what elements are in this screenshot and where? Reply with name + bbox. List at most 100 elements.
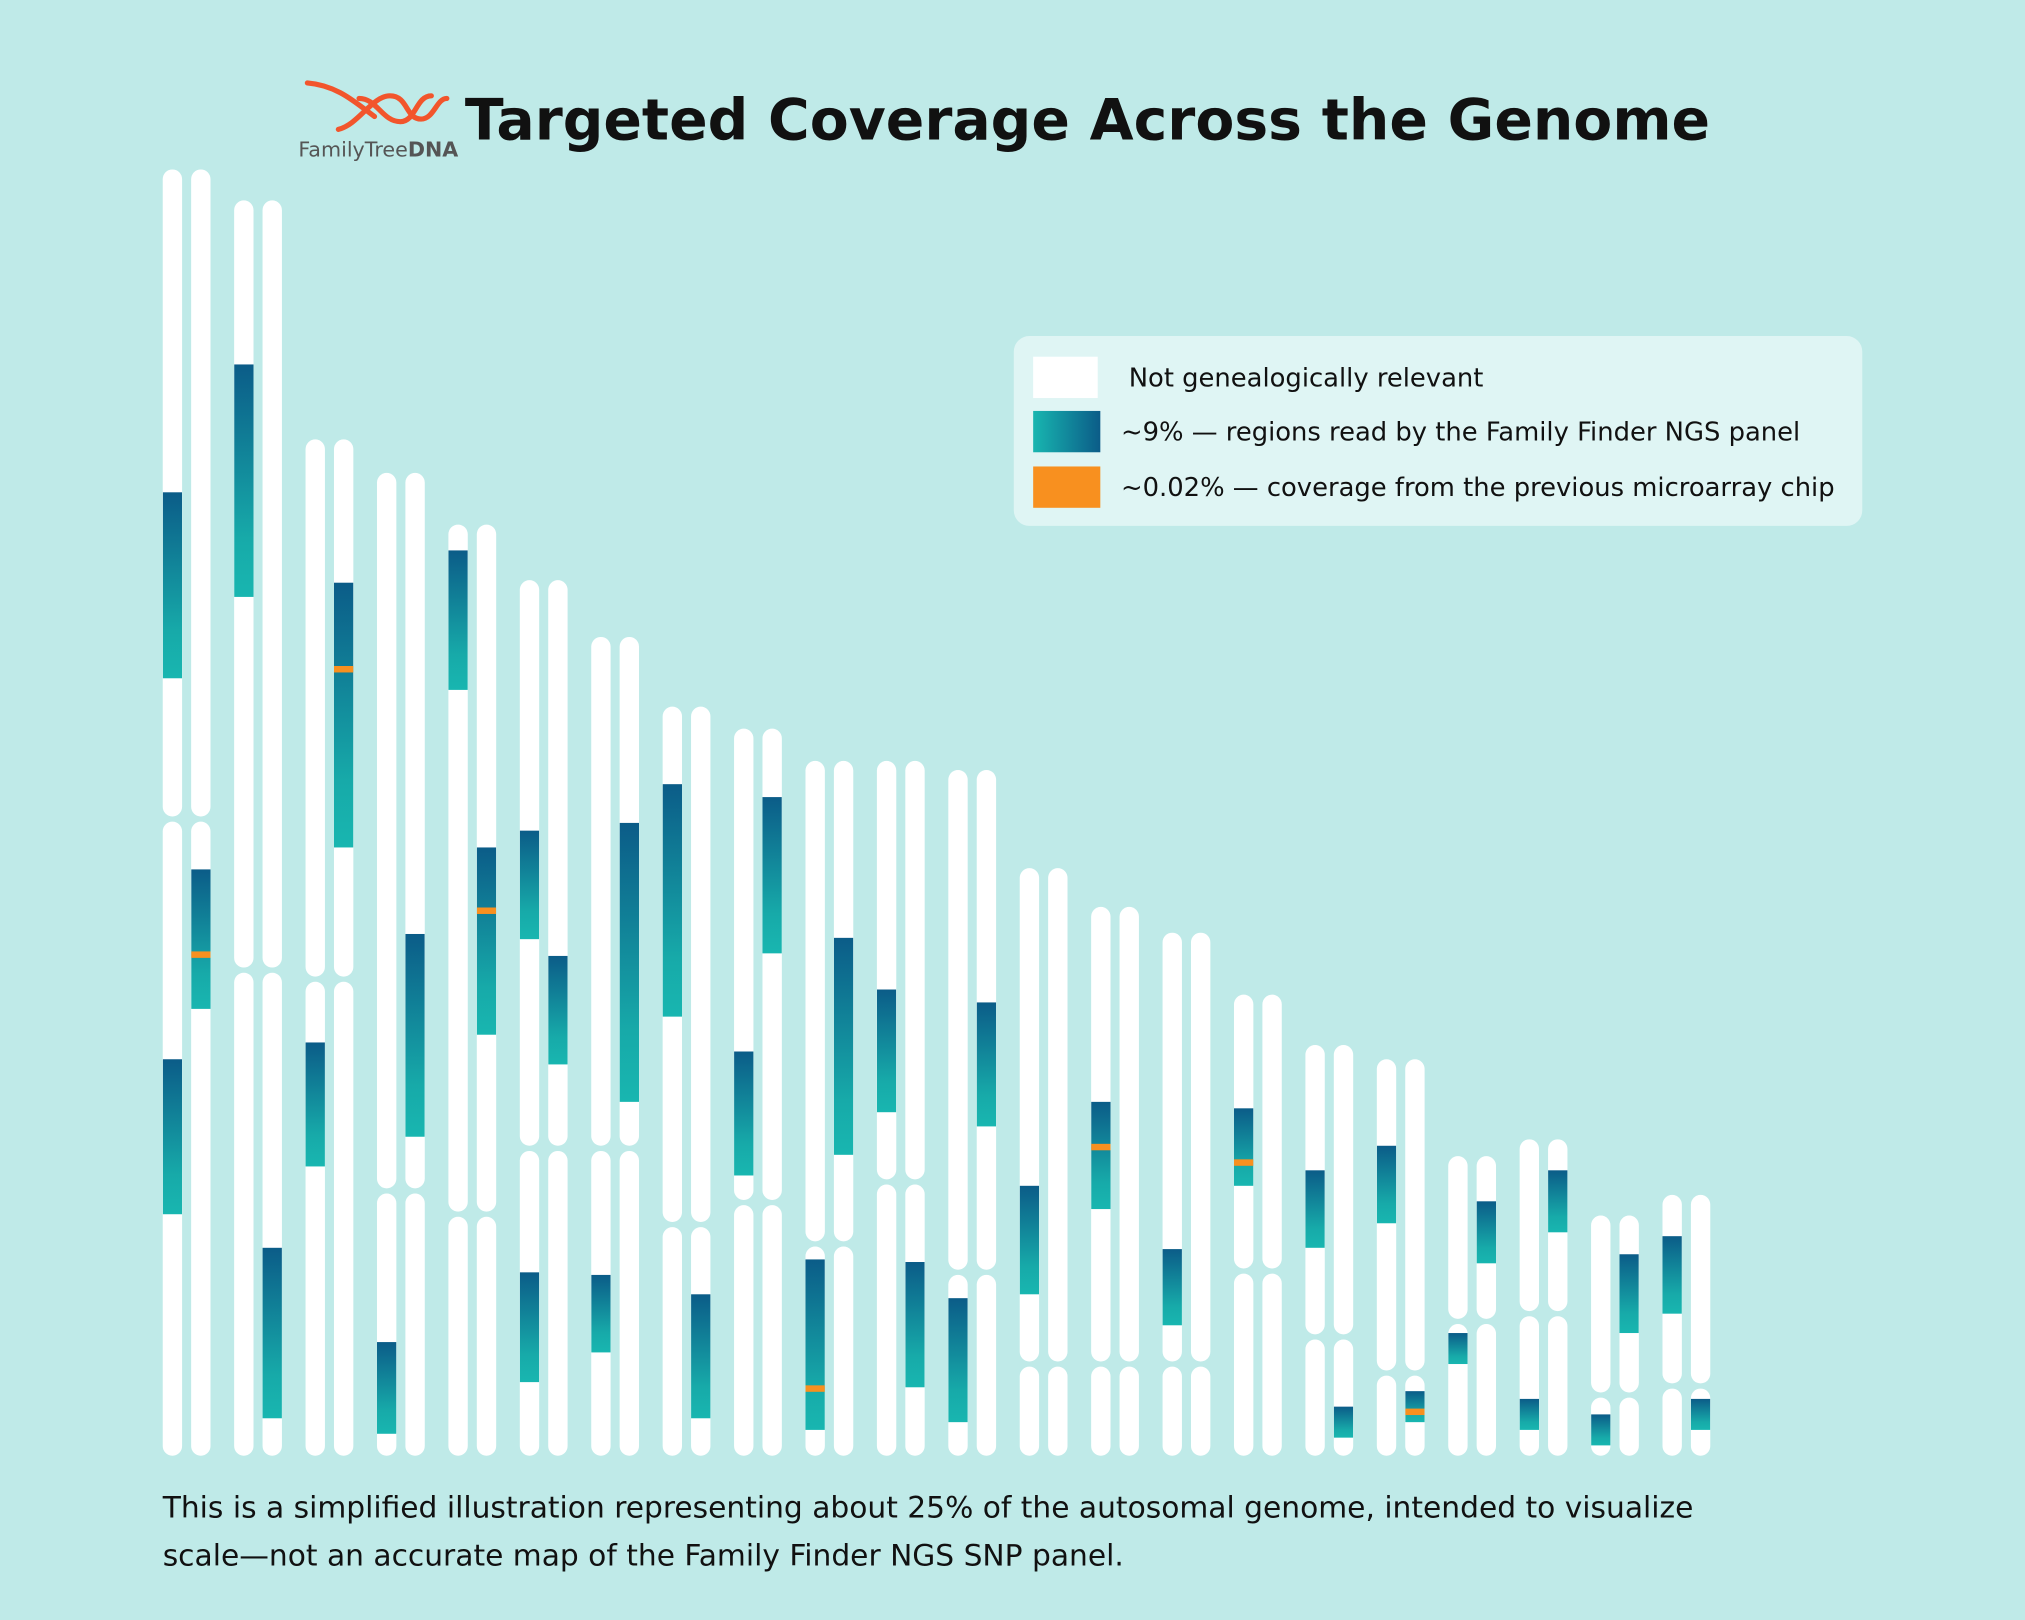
ngs-region (619, 822, 640, 1102)
logo-text-regular: FamilyTree (298, 138, 408, 162)
ngs-region (1019, 1185, 1040, 1295)
chromosome-arm (1048, 868, 1068, 1362)
chromosome-arm (405, 1193, 425, 1456)
microarray-mark (476, 907, 497, 914)
ngs-region (1233, 1108, 1254, 1186)
legend-swatch (1033, 356, 1098, 399)
ngs-region (262, 1247, 282, 1419)
chromosome-arm (1519, 1316, 1540, 1456)
ngs-region (762, 797, 782, 954)
ngs-region (662, 784, 683, 1017)
chromosome-arm (191, 169, 211, 817)
chromosome-arm (1162, 1366, 1182, 1456)
chromosome-arm (762, 1205, 782, 1456)
ngs-region (1548, 1170, 1568, 1233)
ngs-region (833, 937, 854, 1155)
chromosome-arm (591, 636, 611, 1146)
ngs-region (1333, 1406, 1354, 1438)
chromosome-arm (833, 1246, 854, 1456)
chromosome-arm (262, 200, 282, 968)
chromosome-arm (1262, 1273, 1282, 1456)
chromosome-arm (1190, 932, 1211, 1362)
chromosome-arm (548, 1150, 568, 1456)
chromosome-arm (905, 760, 925, 1180)
ngs-region (333, 582, 354, 848)
ngs-region (591, 1274, 611, 1353)
chromosome-arm (976, 1274, 997, 1456)
chromosome-arm (1262, 994, 1282, 1269)
chromosome-arm (1405, 1059, 1425, 1371)
ngs-region (905, 1262, 925, 1388)
chromosome-arm (333, 981, 354, 1456)
ngs-region (1591, 1414, 1611, 1446)
microarray-mark (805, 1385, 825, 1392)
ngs-region (876, 989, 897, 1113)
ngs-region (948, 1298, 968, 1423)
legend-box (1013, 336, 1863, 526)
ngs-region (1662, 1236, 1682, 1314)
chromosome-arm (1048, 1366, 1068, 1456)
chromosome-arm (1619, 1397, 1639, 1456)
ngs-region (1619, 1254, 1639, 1334)
chromosome-arm (1119, 1366, 1139, 1456)
footnote-line: This is a simplified illustration repres… (162, 1491, 1694, 1526)
chromosome-arm (305, 439, 325, 977)
chromosome-arm (234, 972, 254, 1456)
ngs-region (1690, 1398, 1711, 1430)
ngs-region (1305, 1170, 1325, 1248)
microarray-mark (1405, 1408, 1425, 1416)
ngs-region (1519, 1398, 1540, 1430)
legend-label: Not genealogically relevant (1129, 363, 1484, 393)
chromosome-arm (1591, 1215, 1611, 1393)
ngs-region (1162, 1249, 1182, 1326)
chromosome-arm (805, 760, 825, 1242)
legend-swatch (1033, 410, 1101, 453)
chromosome-arm (1333, 1339, 1354, 1456)
chromosome-arm (1548, 1316, 1568, 1456)
legend-label: ~0.02% — coverage from the previous micr… (1121, 473, 1835, 503)
chromosome-arm (1448, 1156, 1468, 1319)
title: Targeted Coverage Across the Genome (465, 88, 1710, 154)
chromosome-arm (876, 1184, 897, 1456)
microarray-mark (1091, 1143, 1111, 1151)
chromosome-arm (1662, 1388, 1682, 1456)
ngs-region (1091, 1101, 1111, 1210)
logo-text-bold: DNA (408, 138, 458, 162)
ngs-region (305, 1042, 325, 1167)
ngs-region (519, 830, 540, 940)
logo-text: FamilyTreeDNA (298, 138, 458, 162)
chromosome-arm (1690, 1194, 1711, 1384)
chromosome-arm (734, 1205, 754, 1456)
ngs-region (162, 1059, 183, 1215)
chromosome-arm (448, 1216, 468, 1456)
chromosome-arm (1019, 1366, 1040, 1456)
ngs-region (448, 550, 468, 690)
chromosome-arm (948, 769, 968, 1270)
legend: Not genealogically relevant ~9% — region… (1013, 336, 1863, 526)
chromosome-arm (691, 706, 711, 1222)
chromosome-arm (876, 760, 897, 1180)
ngs-region (519, 1272, 540, 1383)
ngs-region (1376, 1145, 1397, 1224)
logo: FamilyTreeDNA (298, 80, 458, 162)
microarray-mark (333, 666, 354, 673)
legend-label: ~9% — regions read by the Family Finder … (1121, 418, 1800, 448)
ngs-region (1476, 1201, 1497, 1264)
ngs-region (191, 869, 211, 1009)
chromosome-arm (1305, 1339, 1325, 1456)
ngs-region (805, 1259, 825, 1430)
ngs-region (405, 933, 425, 1137)
ngs-region (376, 1342, 397, 1434)
ngs-region (234, 364, 254, 597)
logo-helix (304, 80, 450, 132)
ngs-region (1405, 1391, 1425, 1423)
chromosome-arm (1233, 1273, 1254, 1456)
ngs-region (976, 1002, 997, 1127)
chromosome-arm (448, 524, 468, 1212)
footnote-line: scale—not an accurate map of the Family … (163, 1539, 1124, 1574)
ngs-region (1448, 1333, 1468, 1365)
legend-swatch (1033, 466, 1101, 508)
microarray-mark (191, 951, 211, 958)
